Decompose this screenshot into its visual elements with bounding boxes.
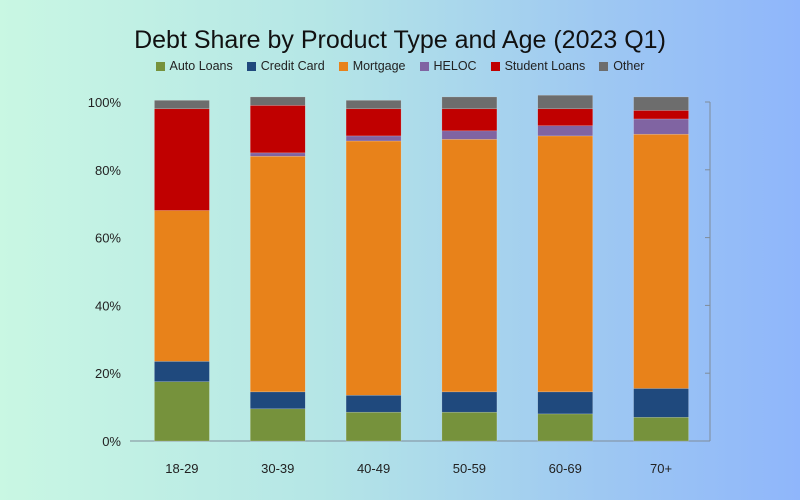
bar-segment — [154, 100, 210, 110]
bar-segment — [537, 108, 593, 126]
bar-segment — [633, 417, 689, 442]
bar-segment — [250, 391, 306, 410]
bar-segment — [441, 139, 498, 393]
legend-swatch — [155, 61, 165, 71]
bar-segment — [537, 94, 593, 110]
legend-item: Other — [599, 59, 644, 73]
bar-segment — [441, 96, 498, 110]
bar-segment — [537, 135, 593, 393]
y-tick-label: 20% — [95, 366, 121, 381]
bar-segment — [250, 408, 306, 442]
x-tick-label: 18-29 — [165, 461, 198, 476]
legend-label: Other — [613, 59, 645, 73]
legend-label: Auto Loans — [169, 59, 233, 73]
bar-segment — [441, 391, 498, 413]
legend: Auto Loans Credit Card Mortgage HELOC Studen… — [0, 59, 800, 73]
bar-segment — [345, 108, 402, 137]
bar-segment — [537, 413, 593, 442]
bar-segment — [250, 155, 306, 393]
y-tick-label: 80% — [95, 163, 121, 178]
bar-segment — [345, 135, 402, 142]
x-tick-label: 60-69 — [549, 461, 582, 476]
legend-label: Credit Card — [260, 59, 325, 73]
bar-segment — [154, 381, 210, 442]
bar-segment — [345, 140, 402, 396]
bar-segment — [250, 152, 306, 157]
x-tick-label: 50-59 — [453, 461, 486, 476]
legend-swatch — [338, 61, 348, 71]
y-tick-label: 60% — [95, 231, 121, 246]
legend-label: HELOC — [433, 59, 477, 73]
bar-segment — [633, 96, 689, 111]
legend-swatch — [490, 61, 500, 71]
legend-label: Student Loans — [504, 59, 586, 73]
y-tick-label: 100% — [88, 95, 122, 110]
bar-segment — [441, 130, 498, 140]
bar-segment — [633, 133, 689, 389]
bar-segment — [441, 411, 498, 442]
legend-label: Mortgage — [352, 59, 406, 73]
bar-segment — [537, 125, 593, 137]
legend-swatch — [419, 61, 429, 71]
bar-segment — [537, 391, 593, 415]
legend-item: Student Loans — [490, 59, 586, 73]
legend-swatch — [599, 61, 609, 71]
x-tick-label: 70+ — [650, 461, 672, 476]
bar-segment — [154, 108, 210, 211]
bar-segment — [345, 100, 402, 110]
bar-segment — [345, 411, 402, 442]
legend-swatch — [246, 61, 256, 71]
bar-segment — [154, 210, 210, 362]
chart-title: Debt Share by Product Type and Age (2023… — [134, 26, 666, 54]
x-tick-label: 30-39 — [261, 461, 294, 476]
legend-item: Credit Card — [246, 59, 325, 73]
y-tick-label: 0% — [102, 434, 121, 449]
legend-item: HELOC — [419, 59, 477, 73]
bar-segment — [250, 105, 306, 154]
bar-segment — [633, 388, 689, 418]
bar-segment — [345, 394, 402, 413]
legend-item: Auto Loans — [155, 59, 233, 73]
legend-item: Mortgage — [338, 59, 406, 73]
bar-segment — [633, 110, 689, 120]
bar-segment — [633, 118, 689, 135]
bar-segment — [441, 108, 498, 132]
x-tick-label: 40-49 — [357, 461, 390, 476]
bar-segment — [250, 96, 306, 106]
y-tick-label: 40% — [95, 298, 121, 313]
bar-segment — [154, 361, 210, 382]
